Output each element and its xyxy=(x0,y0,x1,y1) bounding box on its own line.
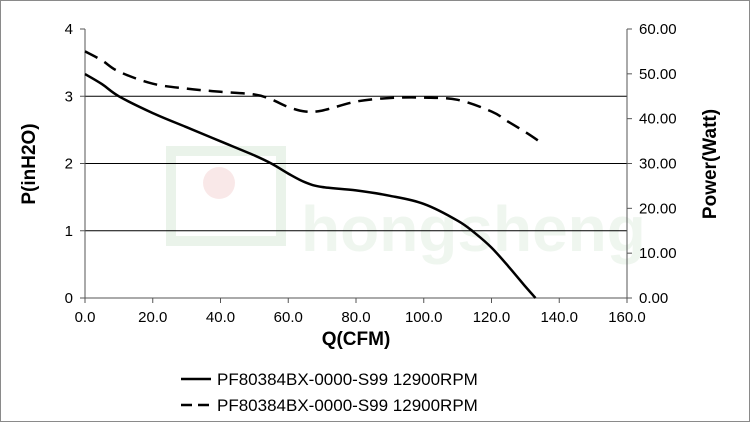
y-left-tick-label-3: 3 xyxy=(65,88,73,105)
x-axis-title: Q(CFM) xyxy=(322,329,391,350)
pressure-curve-line xyxy=(84,73,537,299)
y-right-axis-title: Power(Watt) xyxy=(700,109,721,219)
y-left-tick-label-0: 0 xyxy=(65,290,73,307)
y-right-tick-label-3: 30.00 xyxy=(639,156,677,173)
y-left-tick-label-2: 2 xyxy=(65,156,73,173)
grid-lines xyxy=(85,95,627,232)
y-right-axis-ticks: 0.00 10.00 20.00 30.00 40.00 50.00 60.00 xyxy=(627,21,677,307)
x-tick-label-6: 120.0 xyxy=(473,309,511,326)
legend-label-2: PF80384BX-0000-S99 12900RPM xyxy=(217,396,478,415)
watermark-text: hongsheng xyxy=(301,193,646,265)
x-tick-label-4: 80.0 xyxy=(341,309,370,326)
y-right-tick-label-5: 50.00 xyxy=(639,66,677,83)
x-tick-label-5: 100.0 xyxy=(405,309,443,326)
y-right-tick-label-4: 40.00 xyxy=(639,111,677,128)
watermark-dot xyxy=(203,167,235,199)
power-curve-line xyxy=(84,50,540,143)
x-tick-label-8: 160.0 xyxy=(608,309,646,326)
x-tick-label-1: 20.0 xyxy=(138,309,167,326)
y-left-tick-label-4: 4 xyxy=(65,21,73,38)
x-tick-label-2: 40.0 xyxy=(206,309,235,326)
watermark-logo: hongsheng xyxy=(166,146,646,265)
y-right-tick-label-6: 60.00 xyxy=(639,21,677,38)
x-tick-label-7: 140.0 xyxy=(540,309,578,326)
y-right-tick-label-2: 20.00 xyxy=(639,200,677,217)
x-tick-label-0: 0.0 xyxy=(75,309,96,326)
y-right-tick-label-0: 0.00 xyxy=(639,290,668,307)
series-lines xyxy=(84,50,540,299)
y-left-axis-ticks: 0 1 2 3 4 xyxy=(65,21,85,307)
x-axis-ticks: 0.0 20.0 40.0 60.0 80.0 100.0 120.0 140.0 160.0 xyxy=(75,298,646,326)
y-left-tick-label-1: 1 xyxy=(65,223,73,240)
y-left-axis-title: P(inH2O) xyxy=(19,123,40,204)
x-tick-label-3: 60.0 xyxy=(274,309,303,326)
legend-label-1: PF80384BX-0000-S99 12900RPM xyxy=(217,370,478,389)
y-right-tick-label-1: 10.00 xyxy=(639,245,677,262)
watermark-shape xyxy=(166,146,286,246)
legend: PF80384BX-0000-S99 12900RPM PF80384BX-00… xyxy=(181,370,478,415)
